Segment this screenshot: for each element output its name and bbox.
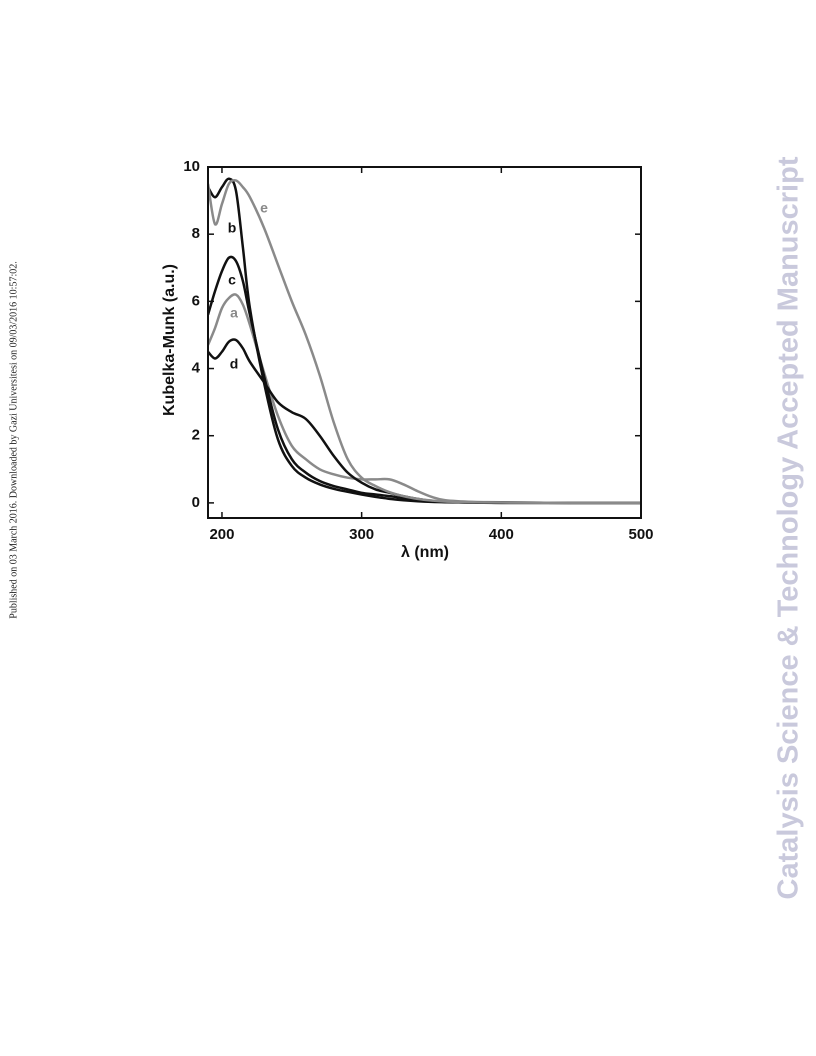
x-tick-label: 200 [209,526,234,543]
x-tick-label: 500 [628,526,653,543]
series-line [208,178,641,505]
series-line [208,255,641,505]
y-tick-label: 8 [192,225,200,242]
plot-frame [207,166,642,519]
series-label: a [230,305,238,321]
series-label: c [228,272,236,288]
series-line [208,293,641,505]
y-tick-label: 6 [192,292,200,309]
x-tick-label: 300 [349,526,374,543]
x-axis-label: λ (nm) [401,544,449,561]
side-note: Published on 03 March 2016. Downloaded b… [8,261,19,618]
series-label: d [230,356,239,372]
watermark: Catalysis Science & Technology Accepted … [773,156,805,899]
y-tick-label: 10 [183,158,200,175]
y-axis-label: Kubelka-Munk (a.u.) [161,264,178,416]
series-label: b [228,220,237,236]
y-tick-label: 0 [192,494,200,511]
y-tick-label: 4 [192,359,201,376]
series-label: e [260,200,268,216]
x-tick-label: 400 [489,526,514,543]
series-line [208,177,641,505]
y-tick-label: 2 [192,427,200,444]
